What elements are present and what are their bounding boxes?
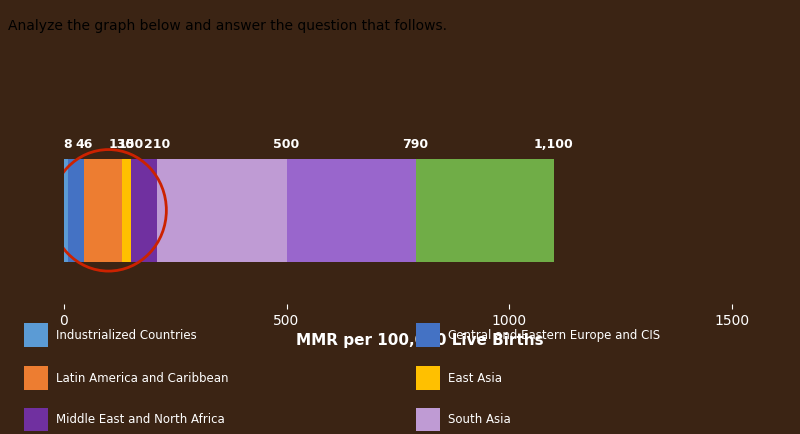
Text: 790: 790 — [402, 138, 429, 151]
Text: Latin America and Caribbean: Latin America and Caribbean — [56, 372, 229, 385]
Text: 1,100: 1,100 — [534, 138, 574, 151]
Text: 130: 130 — [109, 138, 135, 151]
Text: Central and Eastern Europe and CIS: Central and Eastern Europe and CIS — [448, 329, 660, 342]
Text: Analyze the graph below and answer the question that follows.: Analyze the graph below and answer the q… — [8, 19, 447, 33]
Text: South Asia: South Asia — [448, 413, 510, 426]
FancyBboxPatch shape — [24, 323, 48, 347]
Bar — [64, 159, 554, 262]
FancyBboxPatch shape — [416, 408, 440, 431]
Text: 8: 8 — [63, 138, 72, 151]
Text: Industrialized Countries: Industrialized Countries — [56, 329, 197, 342]
Bar — [64, 159, 158, 262]
Bar — [64, 159, 415, 262]
Text: 150: 150 — [118, 138, 144, 151]
FancyBboxPatch shape — [24, 408, 48, 431]
Text: 500: 500 — [274, 138, 300, 151]
FancyBboxPatch shape — [416, 323, 440, 347]
X-axis label: MMR per 100,000 Live Births: MMR per 100,000 Live Births — [296, 333, 544, 348]
Text: 46: 46 — [76, 138, 93, 151]
Text: East Asia: East Asia — [448, 372, 502, 385]
Bar — [64, 159, 85, 262]
Bar — [64, 159, 67, 262]
Bar — [64, 159, 130, 262]
FancyBboxPatch shape — [416, 366, 440, 390]
Bar — [64, 159, 122, 262]
Text: Middle East and North Africa: Middle East and North Africa — [56, 413, 225, 426]
Text: 210: 210 — [144, 138, 170, 151]
FancyBboxPatch shape — [24, 366, 48, 390]
Bar — [64, 159, 286, 262]
